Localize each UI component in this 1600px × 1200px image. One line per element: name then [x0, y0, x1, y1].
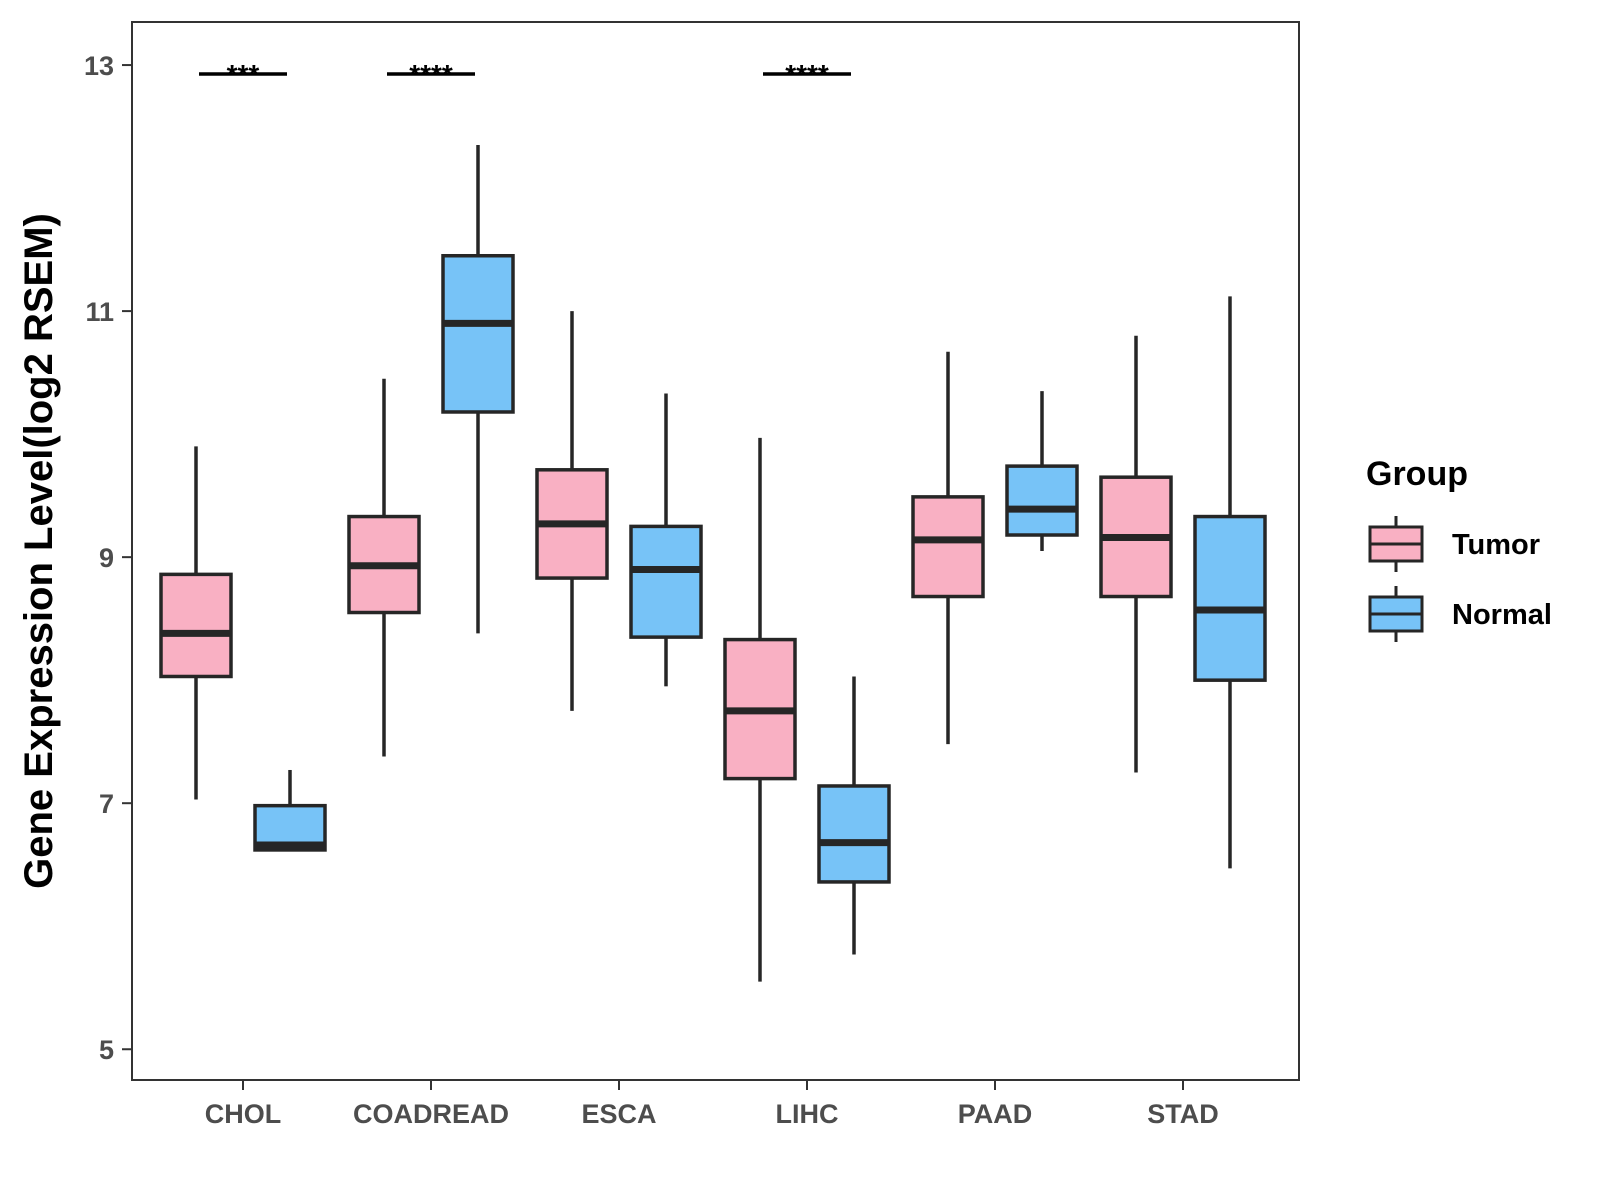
- x-axis: CHOL COADREAD ESCA LIHC PAAD STAD: [205, 1080, 1219, 1129]
- box-normal-coadread: [441, 145, 515, 634]
- legend-entries: Tumor Normal: [1368, 516, 1552, 642]
- box-normal-chol: [253, 769, 327, 852]
- box-iqr: [911, 495, 985, 599]
- box-iqr: [441, 253, 515, 414]
- box-iqr: [817, 784, 891, 884]
- x-tick-label-chol: CHOL: [205, 1099, 282, 1129]
- box-tumor-esca: [535, 311, 609, 711]
- box-tumor-coadread: [347, 378, 421, 757]
- x-tick-label-esca: ESCA: [581, 1099, 656, 1129]
- x-tick-label-paad: PAAD: [958, 1099, 1033, 1129]
- significance-lihc: ****: [763, 59, 851, 90]
- y-tick-label: 5: [99, 1035, 114, 1065]
- y-tick-label: 9: [99, 543, 114, 573]
- significance-label: ****: [409, 59, 453, 90]
- significance-annotations: *** **** ****: [199, 59, 851, 90]
- significance-label: ***: [227, 59, 260, 90]
- legend-label: Tumor: [1452, 529, 1540, 561]
- legend: Group Tumor Normal: [1366, 455, 1552, 642]
- box-iqr: [629, 524, 703, 639]
- significance-chol: ***: [199, 59, 287, 90]
- box-tumor-chol: [159, 446, 233, 800]
- box-iqr: [1193, 514, 1267, 682]
- x-tick-label-stad: STAD: [1147, 1099, 1219, 1129]
- box-iqr: [1005, 464, 1079, 537]
- box-normal-stad: [1193, 296, 1267, 869]
- legend-label: Normal: [1452, 599, 1552, 631]
- box-normal-esca: [629, 393, 703, 687]
- significance-coadread: ****: [387, 59, 475, 90]
- box-normal-lihc: [817, 676, 891, 955]
- box-tumor-stad: [1099, 335, 1173, 773]
- legend-title: Group: [1366, 455, 1468, 493]
- y-axis: 5 7 9 11 13: [84, 51, 132, 1065]
- box-tumor-lihc: [723, 437, 797, 982]
- legend-entry-tumor: Tumor: [1368, 516, 1540, 572]
- significance-label: ****: [785, 59, 829, 90]
- box-normal-paad: [1005, 391, 1079, 551]
- y-tick-label: 13: [84, 51, 114, 81]
- y-tick-label: 11: [85, 297, 114, 327]
- x-tick-label-coadread: COADREAD: [353, 1099, 509, 1129]
- box-iqr: [159, 572, 233, 679]
- legend-entry-normal: Normal: [1368, 586, 1552, 642]
- box-tumor-paad: [911, 351, 985, 745]
- boxes-layer: [159, 145, 1267, 982]
- y-tick-label: 7: [99, 789, 114, 819]
- x-tick-label-lihc: LIHC: [776, 1099, 839, 1129]
- y-axis-title: Gene Expression Level(log2 RSEM): [17, 213, 61, 889]
